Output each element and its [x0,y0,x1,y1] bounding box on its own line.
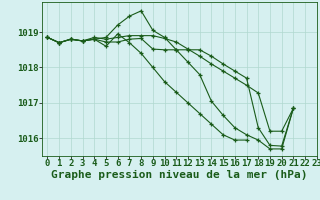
X-axis label: Graphe pression niveau de la mer (hPa): Graphe pression niveau de la mer (hPa) [51,170,308,180]
